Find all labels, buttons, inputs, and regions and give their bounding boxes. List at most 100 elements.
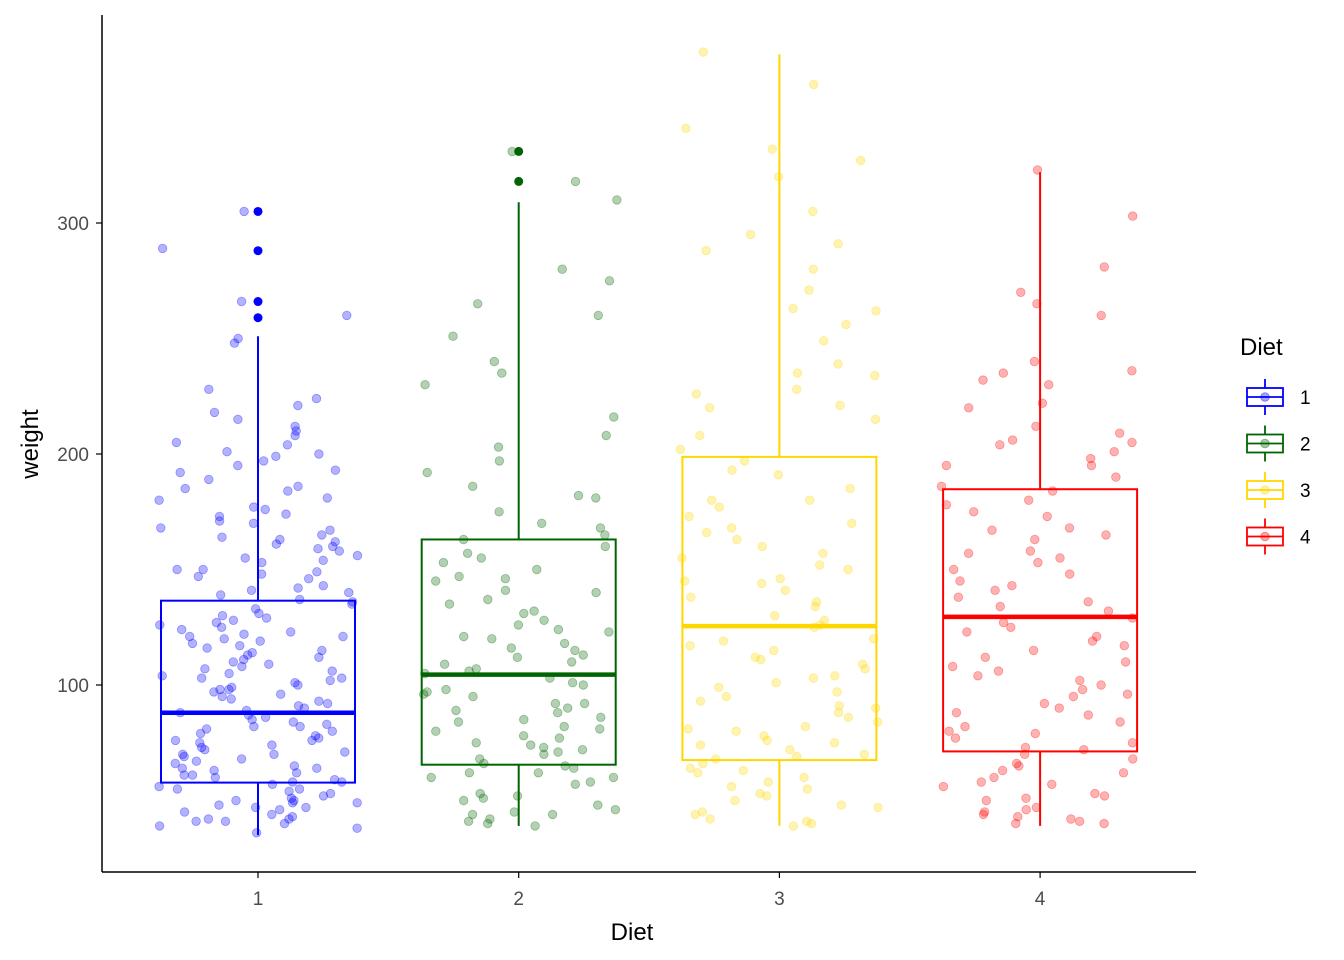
jitter-point (295, 721, 305, 732)
jitter-point (1127, 437, 1137, 448)
jitter-point (288, 717, 299, 727)
jitter-point (1115, 717, 1125, 727)
jitter-point (1014, 761, 1024, 771)
jitter-point (1096, 680, 1106, 690)
jitter-point (815, 560, 825, 570)
jitter-point (767, 144, 777, 154)
jitter-point (1039, 698, 1050, 709)
jitter-point (275, 805, 285, 815)
jitter-point (579, 698, 590, 709)
jitter-point (352, 798, 362, 808)
jitter-point (873, 802, 883, 813)
jitter-point (172, 784, 183, 794)
legend-entries: 1 2 3 4 (1246, 379, 1311, 555)
jitter-point (808, 264, 819, 274)
jitter-point (553, 708, 563, 718)
jitter-point (591, 493, 601, 503)
jitter-point (500, 574, 511, 584)
jitter-point (317, 645, 327, 656)
jitter-point (214, 800, 224, 810)
y-ticks: 100 200 300 (57, 214, 102, 697)
jitter-point (1064, 523, 1075, 533)
x-axis-label: Diet (611, 919, 654, 946)
jitter-point (718, 636, 729, 646)
jitter-point (577, 745, 588, 755)
jitter-point (438, 557, 449, 568)
jitter-point (171, 437, 182, 448)
jitter-point (454, 571, 464, 582)
x-tick-label: 4 (1035, 889, 1046, 910)
jitter-point (949, 564, 959, 575)
jitter-point (730, 795, 740, 806)
jitter-point (179, 770, 189, 780)
jitter-point (973, 671, 983, 681)
jitter-point (283, 486, 293, 496)
jitter-point (833, 239, 843, 249)
jitter-point (209, 765, 219, 776)
y-axis-label: weight (17, 409, 44, 480)
jitter-point (512, 652, 523, 663)
jitter-point (981, 795, 992, 806)
jitter-point (494, 507, 504, 517)
jitter-point (1101, 530, 1111, 540)
jitter-point (239, 206, 249, 217)
jitter-point (209, 687, 219, 697)
jitter-point (998, 368, 1009, 378)
jitter-point (217, 611, 228, 621)
jitter-point (1007, 435, 1018, 445)
jitter-point (685, 641, 695, 651)
jitter-point (818, 548, 828, 559)
jitter-point (800, 721, 811, 732)
jitter-point (714, 502, 724, 512)
jitter-point (944, 726, 954, 736)
jitter-point (156, 523, 166, 533)
jitter-point (1128, 754, 1138, 764)
jitter-point (721, 691, 732, 702)
jitter-point (209, 407, 220, 418)
jitter-point (293, 680, 303, 690)
box-diet-3 (681, 54, 878, 826)
jitter-point (287, 812, 298, 822)
jitter-point (1091, 631, 1102, 642)
jitter-point (567, 657, 577, 667)
jitter-point (989, 772, 999, 783)
jitter-point (1030, 534, 1040, 545)
jitter-point (295, 594, 305, 605)
box-iqr (942, 488, 1139, 753)
jitter-point (177, 749, 188, 760)
jitter-point (770, 611, 780, 621)
jitter-point (705, 403, 715, 413)
jitter-point (176, 624, 187, 635)
jitter-point (1007, 581, 1017, 591)
jitter-point (1087, 636, 1098, 646)
jitter-point (762, 791, 772, 801)
jitter-point (550, 698, 561, 709)
jitter-point (462, 548, 473, 559)
jitter-point (313, 544, 323, 554)
jitter-point (792, 384, 802, 395)
jitter-point (228, 657, 239, 667)
jitter-point (806, 818, 817, 829)
jitter-point (291, 768, 302, 778)
jitter-point (187, 770, 198, 780)
jitter-point (1099, 262, 1110, 272)
jitter-point (509, 807, 520, 817)
jitter-point (755, 788, 765, 799)
jitter-point (578, 680, 589, 690)
jitter-point (612, 195, 622, 205)
jitter-point (836, 800, 847, 810)
jitter-point (459, 631, 469, 642)
jitter-point (196, 742, 207, 753)
jitter-point (993, 666, 1004, 676)
jitter-point (773, 470, 784, 480)
jitter-point (1020, 742, 1031, 753)
jitter-point (322, 698, 333, 709)
jitter-point (1043, 380, 1054, 390)
jitter-point (759, 731, 769, 741)
jitter-point (1021, 805, 1031, 815)
jitter-point (1096, 310, 1106, 321)
jitter-point (847, 518, 857, 529)
axes: 100 200 300 1 2 3 4 Diet weight (17, 15, 1196, 946)
jitter-point (494, 456, 505, 466)
jitter-point (327, 666, 337, 676)
